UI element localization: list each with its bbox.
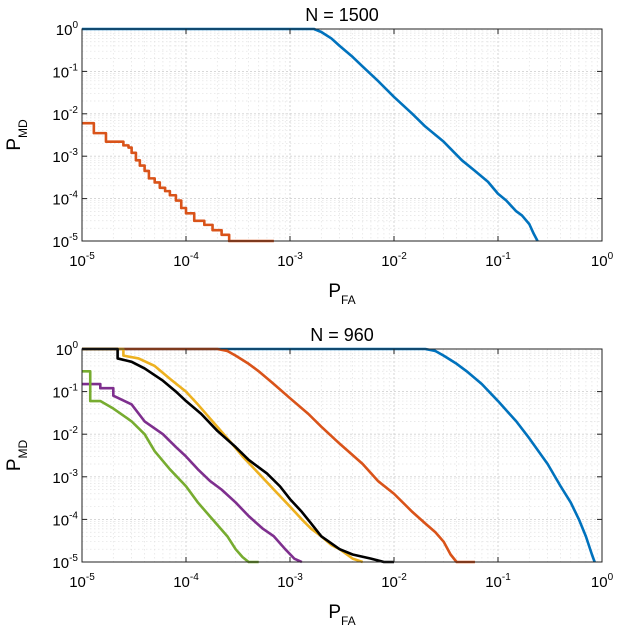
x-tick-label: 10-3 (277, 251, 303, 270)
plot-frame (81, 28, 603, 242)
x-axis-label: PFA (328, 602, 355, 628)
x-tick-label: 100 (591, 251, 614, 270)
y-tick-label: 10-4 (52, 190, 78, 209)
chart-title: N = 960 (310, 325, 374, 345)
y-tick-label: 10-5 (52, 232, 78, 251)
series-line-5 (82, 382, 303, 564)
series-line-2 (82, 121, 274, 243)
y-axis-label: PMD (4, 439, 30, 471)
x-tick-label: 10-4 (173, 251, 199, 270)
series-line-4 (82, 347, 394, 564)
plot-frame (81, 348, 603, 563)
y-tick-label: 100 (56, 20, 79, 39)
chart-panel-2: 10-5 10-4 10-3 10-2 10-1 100 10-5 10-4 10-3 10-2 1… (4, 325, 614, 628)
y-tick-label: 10-2 (52, 105, 78, 124)
y-tick-label: 10-1 (52, 62, 78, 81)
x-tick-label: 10-3 (277, 572, 303, 591)
y-axis-label: PMD (4, 119, 30, 151)
x-tick-label: 10-5 (69, 251, 95, 270)
x-axis-label: PFA (328, 281, 355, 307)
series-line-6 (82, 369, 259, 564)
x-tick-label: 10-1 (485, 572, 511, 591)
grid (82, 29, 602, 241)
x-tick-label: 10-2 (381, 572, 407, 591)
y-tick-label: 10-1 (52, 383, 78, 402)
series-line-1 (82, 27, 539, 242)
y-tick-label: 10-2 (52, 425, 78, 444)
series-line-2 (82, 347, 475, 564)
y-tick-label: 10-4 (52, 510, 78, 529)
x-tick-label: 10-1 (485, 251, 511, 270)
y-tick-label: 10-3 (52, 468, 78, 487)
x-tick-label: 10-5 (69, 572, 95, 591)
y-tick-label: 100 (56, 340, 79, 359)
x-tick-label: 10-2 (381, 251, 407, 270)
x-tick-label: 10-4 (173, 572, 199, 591)
y-tick-label: 10-3 (52, 147, 78, 166)
y-tick-label: 10-5 (52, 553, 78, 572)
chart-panel-1: 10-5 10-4 10-3 10-2 10-1 100 10-5 10-4 10-3 10-2 1… (4, 5, 614, 307)
x-tick-label: 100 (591, 572, 614, 591)
series-line-1 (82, 347, 596, 563)
chart-title: N = 1500 (305, 5, 379, 25)
